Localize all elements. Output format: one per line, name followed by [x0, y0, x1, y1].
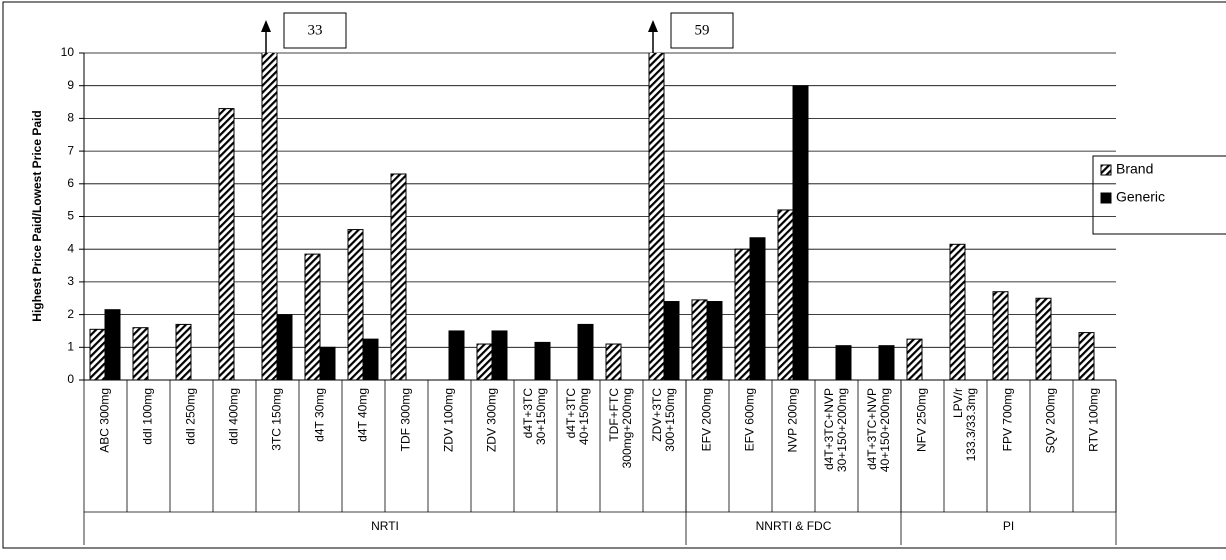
x-tick-label: d4T+3TC+NVP30+150+200mg: [822, 388, 849, 472]
y-tick-label: 6: [67, 176, 74, 190]
group-label: NRTI: [371, 519, 399, 533]
x-tick-label: ABC 300mg: [98, 388, 112, 453]
bar: [319, 346, 336, 380]
bar: [906, 338, 923, 380]
bar: [577, 323, 594, 380]
bar: [1078, 332, 1095, 380]
bar: [949, 243, 966, 380]
bar: [1035, 297, 1052, 380]
bar: [132, 327, 149, 380]
y-tick-label: 2: [67, 307, 74, 321]
overflow-arrowhead: [648, 20, 658, 32]
y-tick-label: 1: [67, 339, 74, 353]
y-tick-label: 3: [67, 274, 74, 288]
x-tick-label: NVP 200mg: [786, 388, 800, 452]
overflow-arrowhead: [261, 20, 271, 32]
bar: [691, 299, 708, 380]
y-tick-label: 0: [67, 372, 74, 386]
bar: [175, 323, 192, 380]
group-label: PI: [1003, 519, 1014, 533]
bar: [347, 229, 364, 380]
bar: [362, 338, 379, 380]
x-tick-label: NFV 250mg: [915, 388, 929, 452]
legend-label: Generic: [1116, 189, 1165, 205]
y-tick-label: 5: [67, 209, 74, 223]
x-tick-label: 3TC 150mg: [270, 388, 284, 451]
y-tick-label: 9: [67, 78, 74, 92]
x-tick-label: LPV/r133.3/33.3mg: [951, 388, 978, 461]
bar: [777, 209, 794, 380]
bar: [89, 328, 106, 380]
bar: [706, 301, 723, 380]
x-tick-label: RTV 100mg: [1087, 388, 1101, 452]
bar: [648, 53, 665, 380]
legend-label: Brand: [1116, 161, 1153, 177]
bar: [749, 237, 766, 380]
x-tick-label: ddI 250mg: [184, 388, 198, 445]
x-tick-label: ZDV 300mg: [485, 388, 499, 452]
bar: [261, 53, 278, 380]
bar: [792, 85, 809, 380]
bar: [491, 330, 508, 380]
y-tick-label: 7: [67, 143, 74, 157]
bar: [605, 343, 622, 380]
value-box: [670, 12, 734, 49]
legend-swatch: [1100, 192, 1112, 204]
x-tick-label: ZDV 100mg: [442, 388, 456, 452]
plot-area: [89, 53, 1095, 380]
legend-swatch: [1100, 164, 1112, 176]
bar: [992, 291, 1009, 380]
value-label: 33: [308, 22, 323, 38]
bar: [104, 309, 121, 380]
x-tick-label: d4T 30mg: [313, 388, 327, 442]
x-tick-label: d4T 40mg: [356, 388, 370, 442]
bar: [878, 345, 895, 380]
bar: [476, 343, 493, 380]
bar: [276, 314, 293, 380]
chart-border: [2, 1, 1226, 549]
x-tick-label: d4T+3TC+NVP40+150+200mg: [865, 388, 892, 472]
legend-box: [1092, 155, 1226, 235]
x-tick-label: ddI 100mg: [141, 388, 155, 445]
y-tick-label: 8: [67, 111, 74, 125]
y-axis-label: Highest Price Paid/Lowest Price Paid: [30, 110, 44, 321]
x-tick-label: ZDV+3TC300+150mg: [650, 388, 677, 452]
x-tick-label: ddI 400mg: [227, 388, 241, 445]
x-tick-label: TDF+FTC300mg+200mg: [607, 388, 634, 469]
bar: [448, 330, 465, 380]
value-box: [283, 12, 347, 49]
bar: [534, 341, 551, 380]
group-label: NNRTI & FDC: [756, 519, 832, 533]
x-tick-label: EFV 600mg: [743, 388, 757, 451]
value-label: 59: [695, 22, 710, 38]
bar: [734, 248, 751, 380]
x-tick-label: d4T+3TC40+150mg: [564, 388, 591, 445]
x-tick-label: TDF 300mg: [399, 388, 413, 451]
bar: [390, 173, 407, 380]
x-tick-label: d4T+3TC30+150mg: [521, 388, 548, 445]
x-tick-label: SQV 200mg: [1044, 388, 1058, 453]
y-tick-label: 10: [61, 45, 75, 59]
bar: [663, 301, 680, 380]
x-tick-label: FPV 700mg: [1001, 388, 1015, 451]
bar: [218, 108, 235, 380]
bar: [835, 345, 852, 380]
y-tick-label: 4: [67, 241, 74, 255]
bar: [304, 253, 321, 380]
x-tick-label: EFV 200mg: [700, 388, 714, 451]
